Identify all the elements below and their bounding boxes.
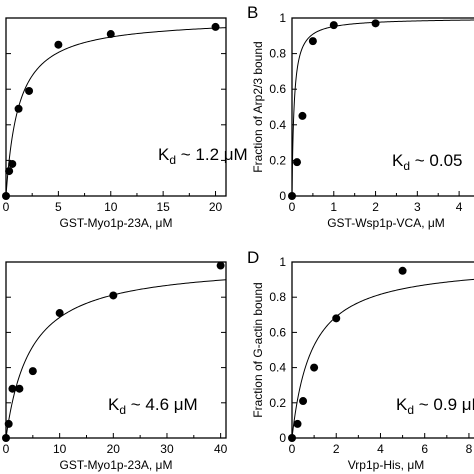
x-tick-label: 40 — [214, 442, 228, 456]
y-tick-label: 0.4 — [269, 361, 286, 375]
data-point — [293, 158, 302, 167]
panel-d: 0 2 4 6 8 0 0.2 0.4 0.6 0.8 1 Vrp1p-His, μM Fraction… — [247, 248, 474, 472]
data-point — [109, 291, 118, 300]
x-tick-label: 0 — [289, 200, 296, 214]
fit-curve — [6, 279, 226, 438]
kd-symbol: K — [392, 151, 404, 170]
data-point — [106, 30, 115, 39]
kd-annotation: Kd ~ 4.6 μM — [108, 395, 198, 417]
x-tick-label: 15 — [156, 200, 170, 214]
kd-annotation: Kd ~ 0.9 μM — [396, 395, 474, 417]
kd-subscript: d — [119, 403, 126, 417]
data-point — [398, 266, 407, 275]
x-tick-label: 2 — [372, 200, 379, 214]
kd-value: ~ 0.05 — [410, 151, 462, 170]
fit-curve — [292, 19, 474, 196]
panel-label: D — [247, 248, 259, 267]
y-tick-label: 0.6 — [269, 82, 286, 96]
data-point — [25, 86, 34, 95]
x-axis-label: Vrp1p-His, μM — [348, 458, 424, 472]
y-tick-label: 1 — [279, 11, 286, 25]
data-point — [310, 363, 319, 372]
data-point — [5, 167, 14, 176]
x-tick-label: 0 — [3, 442, 10, 456]
y-tick-label: 0 — [279, 189, 286, 203]
fit-curve — [6, 27, 226, 196]
x-tick-label: 4 — [377, 442, 384, 456]
y-tick-label: 0 — [279, 431, 286, 445]
panel-b: 0 1 2 3 4 0 0.2 0.4 0.6 0.8 1 GST-Wsp1p-VCA, μM Frac… — [247, 3, 474, 230]
x-tick-label: 4 — [456, 200, 463, 214]
x-tick-label: 10 — [104, 200, 118, 214]
data-point — [15, 384, 24, 393]
x-tick-label: 6 — [421, 442, 428, 456]
x-axis-label: GST-Myo1p-23A, μM — [60, 458, 173, 472]
data-point — [28, 367, 37, 376]
data-point — [8, 384, 17, 393]
data-point — [298, 111, 307, 120]
y-tick-label: 0.2 — [269, 396, 286, 410]
plot-frame — [291, 17, 474, 197]
x-tick-label: 0 — [289, 442, 296, 456]
panel-c: 0 10 20 30 40 GST-Myo1p-23A, μM Kd ~ 4.6 μM — [2, 261, 228, 472]
data-point — [371, 19, 380, 28]
plot-frame — [291, 261, 474, 439]
kd-annotation: Kd ~ 1.2 μM — [158, 145, 248, 167]
x-tick-label: 3 — [414, 200, 421, 214]
kd-annotation: Kd ~ 0.05 — [392, 151, 463, 173]
kd-value: ~ 1.2 μM — [176, 145, 248, 164]
x-axis-label: GST-Wsp1p-VCA, μM — [327, 216, 445, 230]
x-tick-label: 30 — [160, 442, 174, 456]
x-axis-label: GST-Myo1p-23A, μM — [60, 216, 173, 230]
data-point — [2, 434, 10, 442]
kd-symbol: K — [396, 395, 408, 414]
panel-a: 0 5 10 15 20 GST-Myo1p-23A, μM Kd ~ 1.2 μM — [2, 17, 248, 230]
data-point — [54, 40, 63, 49]
kd-subscript: d — [407, 403, 414, 417]
kd-value: ~ 4.6 μM — [126, 395, 198, 414]
plot-frame — [5, 17, 227, 197]
y-tick-label: 0.8 — [269, 47, 286, 61]
y-tick-label: 0.2 — [269, 153, 286, 167]
y-tick-label: 0.8 — [269, 290, 286, 304]
x-tick-label: 10 — [53, 442, 67, 456]
y-tick-label: 0.4 — [269, 118, 286, 132]
x-tick-label: 2 — [333, 442, 340, 456]
data-point — [299, 397, 308, 406]
x-tick-label: 8 — [466, 442, 473, 456]
x-tick-label: 0 — [3, 200, 10, 214]
x-tick-label: 20 — [107, 442, 121, 456]
y-axis-label: Fraction of Arp2/3 bound — [251, 41, 265, 172]
kd-symbol: K — [158, 145, 170, 164]
kd-subscript: d — [169, 153, 176, 167]
panel-label: B — [247, 3, 258, 22]
data-point — [288, 192, 296, 200]
data-point — [55, 309, 64, 318]
kd-value: ~ 0.9 μM — [414, 395, 474, 414]
data-point — [293, 419, 302, 428]
data-point — [308, 37, 317, 46]
x-tick-label: 5 — [55, 200, 62, 214]
data-point — [2, 192, 10, 200]
data-point — [211, 22, 220, 31]
kd-subscript: d — [403, 159, 410, 173]
fit-curve — [292, 278, 474, 438]
data-point — [329, 21, 338, 30]
y-axis-label: Fraction of G-actin bound — [251, 282, 265, 417]
data-point — [14, 104, 23, 113]
data-point — [332, 314, 341, 323]
data-point — [4, 419, 13, 428]
y-tick-label: 1 — [279, 255, 286, 269]
x-tick-label: 1 — [330, 200, 337, 214]
y-tick-label: 0.6 — [269, 325, 286, 339]
data-point — [216, 261, 225, 270]
data-point — [8, 159, 17, 168]
x-tick-label: 20 — [209, 200, 223, 214]
data-point — [288, 434, 296, 442]
plot-frame — [5, 261, 227, 439]
kd-symbol: K — [108, 395, 120, 414]
